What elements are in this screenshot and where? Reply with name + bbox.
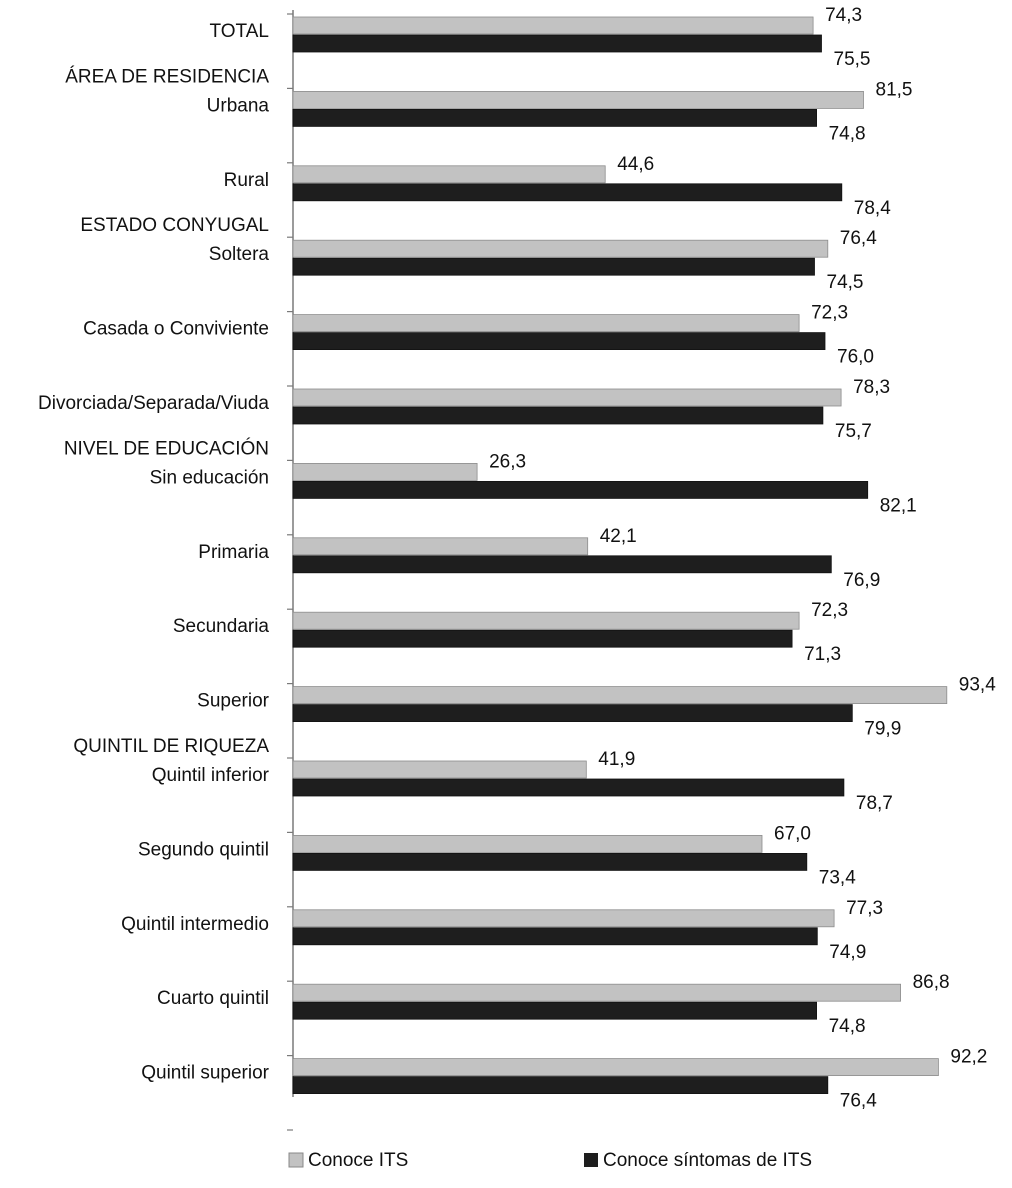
bar-conoce-its-segundo-quintil <box>292 835 763 853</box>
legend-label-conoce-sintomas: Conoce síntomas de ITS <box>603 1150 812 1171</box>
bar-conoce-its-quintil-intermedio <box>292 909 835 928</box>
bar-conoce-sintomas-de-its-superior <box>292 704 853 722</box>
bar-conoce-its-divorciada-separada-viuda <box>292 388 842 407</box>
data-label-conoce-its-quintil-superior: 92,2 <box>950 1047 987 1068</box>
bar-conoce-its-quintil-superior <box>292 1058 939 1076</box>
legend-swatch-conoce-sintomas <box>584 1153 598 1167</box>
data-label-conoce-its-soltera: 76,4 <box>840 228 877 249</box>
data-label-conoce-its-primaria: 42,1 <box>600 526 637 547</box>
bar-conoce-sintomas-de-its-primaria <box>292 555 832 574</box>
data-label-conoce-its-superior: 93,4 <box>959 675 996 696</box>
category-label-superior: Superior <box>197 691 269 712</box>
bar-conoce-sintomas-de-its-segundo-quintil <box>292 853 808 871</box>
data-label-conoce-sintomas-de-its-quintil-intermedio: 74,9 <box>829 942 866 963</box>
data-label-conoce-its-segundo-quintil: 67,0 <box>774 823 811 844</box>
bar-conoce-sintomas-de-its-divorciada-separada-viuda <box>292 406 824 425</box>
bar-conoce-sintomas-de-its-sin-educacion <box>292 480 869 499</box>
category-label-sin-educacion: Sin educación <box>150 467 269 488</box>
data-label-conoce-its-quintil-intermedio: 77,3 <box>846 898 883 919</box>
labels-layer: TOTAL 74,3 75,5 Urbana 81,5 74,8 Rural 44,6 78,4… <box>38 5 996 1112</box>
bar-conoce-its-urbana <box>292 91 864 109</box>
bar-conoce-its-total <box>292 16 814 35</box>
data-label-conoce-sintomas-de-its-total: 75,5 <box>834 49 871 70</box>
category-label-divorciada-separada-viuda: Divorciada/Separada/Viuda <box>38 393 269 414</box>
section-header-quintil-de-riqueza: QUINTIL DE RIQUEZA <box>73 736 269 757</box>
data-label-conoce-its-secundaria: 72,3 <box>811 600 848 621</box>
data-label-conoce-its-sin-educacion: 26,3 <box>489 451 526 472</box>
category-label-secundaria: Secundaria <box>173 616 270 637</box>
section-header-estado-conyugal: ESTADO CONYUGAL <box>80 215 269 236</box>
legend: Conoce ITS Conoce síntomas de ITS <box>288 1150 812 1171</box>
bar-conoce-sintomas-de-its-quintil-inferior <box>292 778 845 797</box>
bar-conoce-its-cuarto-quintil <box>292 983 901 1002</box>
bar-conoce-sintomas-de-its-urbana <box>292 109 817 127</box>
data-label-conoce-sintomas-de-its-divorciada-separada-viuda: 75,7 <box>835 421 872 442</box>
data-label-conoce-its-divorciada-separada-viuda: 78,3 <box>853 377 890 398</box>
category-label-soltera: Soltera <box>209 244 270 265</box>
section-header-nivel-de-educacion: NIVEL DE EDUCACIÓN <box>64 437 269 459</box>
data-label-conoce-sintomas-de-its-primaria: 76,9 <box>843 570 880 591</box>
category-label-quintil-inferior: Quintil inferior <box>152 765 270 786</box>
bar-conoce-its-sin-educacion <box>292 462 478 481</box>
bar-conoce-its-superior <box>292 686 948 704</box>
bar-conoce-sintomas-de-its-soltera <box>292 257 815 276</box>
data-label-conoce-sintomas-de-its-superior: 79,9 <box>864 719 901 740</box>
bar-conoce-its-soltera <box>292 239 829 258</box>
category-label-segundo-quintil: Segundo quintil <box>138 839 269 860</box>
data-label-conoce-its-cuarto-quintil: 86,8 <box>913 972 950 993</box>
category-label-total: TOTAL <box>210 21 269 42</box>
legend-label-conoce-its: Conoce ITS <box>308 1150 408 1171</box>
data-label-conoce-sintomas-de-its-quintil-superior: 76,4 <box>840 1091 877 1112</box>
category-label-cuarto-quintil: Cuarto quintil <box>157 988 269 1009</box>
legend-swatch-conoce-its <box>288 1152 304 1168</box>
data-label-conoce-sintomas-de-its-casada-o-conviviente: 76,0 <box>837 347 874 368</box>
data-label-conoce-sintomas-de-its-soltera: 74,5 <box>827 272 864 293</box>
axis-layer <box>287 10 294 1131</box>
bar-conoce-sintomas-de-its-total <box>292 34 822 53</box>
category-label-casada-o-conviviente: Casada o Conviviente <box>83 319 269 340</box>
bar-conoce-sintomas-de-its-secundaria <box>292 629 793 648</box>
bar-conoce-sintomas-de-its-quintil-superior <box>292 1076 829 1094</box>
bar-conoce-sintomas-de-its-casada-o-conviviente <box>292 332 826 351</box>
category-label-quintil-intermedio: Quintil intermedio <box>121 914 269 935</box>
data-label-conoce-its-total: 74,3 <box>825 5 862 26</box>
category-label-primaria: Primaria <box>198 542 269 563</box>
bar-conoce-sintomas-de-its-quintil-intermedio <box>292 927 818 946</box>
data-label-conoce-sintomas-de-its-rural: 78,4 <box>854 198 891 219</box>
section-header-area-de-residencia: ÁREA DE RESIDENCIA <box>65 66 269 87</box>
data-label-conoce-sintomas-de-its-cuarto-quintil: 74,8 <box>829 1016 866 1037</box>
bar-conoce-sintomas-de-its-rural <box>292 183 843 202</box>
data-label-conoce-sintomas-de-its-quintil-inferior: 78,7 <box>856 793 893 814</box>
bar-conoce-its-casada-o-conviviente <box>292 314 800 333</box>
data-label-conoce-sintomas-de-its-segundo-quintil: 73,4 <box>819 867 856 888</box>
data-label-conoce-sintomas-de-its-urbana: 74,8 <box>829 123 866 144</box>
bar-conoce-sintomas-de-its-cuarto-quintil <box>292 1001 817 1020</box>
bar-conoce-its-rural <box>292 165 606 184</box>
category-label-quintil-superior: Quintil superior <box>141 1063 269 1084</box>
data-label-conoce-its-urbana: 81,5 <box>876 79 913 100</box>
bars-layer <box>292 16 948 1094</box>
data-label-conoce-its-rural: 44,6 <box>617 154 654 175</box>
category-label-rural: Rural <box>224 170 269 191</box>
data-label-conoce-sintomas-de-its-sin-educacion: 82,1 <box>880 495 917 516</box>
category-label-urbana: Urbana <box>207 95 270 116</box>
data-label-conoce-sintomas-de-its-secundaria: 71,3 <box>804 644 841 665</box>
data-label-conoce-its-casada-o-conviviente: 72,3 <box>811 303 848 324</box>
bar-conoce-its-secundaria <box>292 611 800 630</box>
bar-conoce-its-quintil-inferior <box>292 760 587 779</box>
bar-conoce-its-primaria <box>292 537 589 556</box>
data-label-conoce-its-quintil-inferior: 41,9 <box>598 749 635 770</box>
